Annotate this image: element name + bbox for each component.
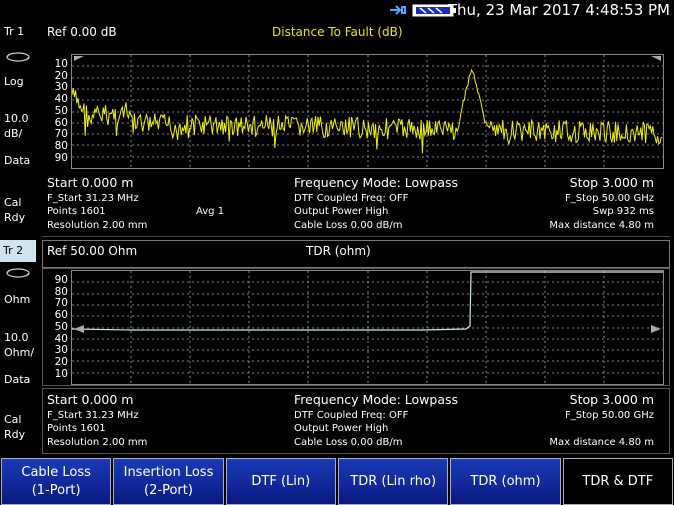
y-tick-label: 30 — [54, 81, 68, 94]
status-bar: Thu, 23 Mar 2017 4:48:53 PM — [0, 0, 674, 22]
button-label: Cable Loss — [21, 464, 91, 480]
trace1-f-stop: F_Stop 50.00 GHz — [565, 193, 654, 204]
tdr-ohm-button[interactable]: TDR (ohm) — [450, 458, 561, 505]
trace-selector-icon[interactable] — [4, 50, 32, 64]
insertion-loss-button[interactable]: Insertion Loss (2-Port) — [113, 458, 224, 505]
button-label: DTF (Lin) — [251, 473, 311, 489]
trace2-start: Start 0.000 m — [47, 392, 134, 407]
dtf-lin-button[interactable]: DTF (Lin) — [225, 458, 336, 505]
y-tick-label: 10 — [54, 58, 68, 70]
trace2-ref: Ref 50.00 Ohm — [47, 244, 138, 258]
trace2-dtf-coupled: DTF Coupled Freq: OFF — [294, 410, 409, 421]
trace2-max-distance: Max distance 4.80 m — [549, 437, 654, 448]
button-label: Insertion Loss — [123, 464, 214, 480]
trace2-line — [72, 271, 663, 331]
trace1-ref: Ref 0.00 dB — [47, 25, 117, 39]
trace2-resolution: Resolution 2.00 mm — [47, 437, 148, 448]
corner-marker — [651, 56, 661, 61]
corner-marker — [74, 56, 84, 61]
tdr-dtf-button[interactable]: TDR & DTF — [562, 458, 673, 505]
y-tick-label: 10 — [54, 367, 68, 380]
trace1-avg: Avg 1 — [196, 206, 225, 217]
y-tick-label: 70 — [54, 297, 68, 310]
trace1-plot[interactable] — [71, 54, 664, 169]
cable-loss-button[interactable]: Cable Loss (1-Port) — [1, 458, 112, 505]
y-tick-label: 70 — [54, 128, 68, 141]
button-label: TDR (Lin rho) — [350, 473, 437, 489]
ref-marker — [651, 325, 661, 333]
y-tick-label: 60 — [54, 116, 68, 129]
trace2-header — [42, 240, 670, 268]
button-label: TDR (ohm) — [470, 473, 541, 489]
divider — [42, 236, 670, 237]
trace2-mode: Frequency Mode: Lowpass — [294, 392, 459, 407]
trace2-stop: Stop 3.000 m — [569, 392, 654, 407]
y-tick-label: 80 — [54, 139, 68, 152]
y-tick-label: 90 — [54, 151, 68, 164]
trace2-cal: Cal — [4, 413, 22, 426]
y-tick-label: 50 — [54, 104, 68, 117]
trace1-cable-loss: Cable Loss 0.00 dB/m — [294, 220, 403, 231]
trace1-rdy: Rdy — [4, 211, 26, 224]
usb-icon — [390, 5, 406, 15]
trace2-scale-type: Ohm — [4, 293, 31, 306]
button-label: TDR & DTF — [582, 473, 654, 489]
battery-icon — [412, 4, 456, 17]
y-tick-label: 90 — [54, 274, 68, 286]
button-sublabel: (1-Port) — [31, 482, 81, 498]
trace1-mode: Frequency Mode: Lowpass — [294, 175, 459, 190]
tdr-lin-rho-button[interactable]: TDR (Lin rho) — [337, 458, 449, 505]
trace1-output-power: Output Power High — [294, 206, 389, 217]
y-tick-label: 40 — [54, 332, 68, 345]
trace1-stop: Stop 3.000 m — [569, 175, 654, 190]
trace2-cable-loss: Cable Loss 0.00 dB/m — [294, 437, 403, 448]
trace2-output-power: Output Power High — [294, 423, 389, 434]
trace2-scale-unit: Ohm/ — [4, 346, 35, 359]
y-tick-label: 20 — [54, 355, 68, 368]
trace2-info-panel — [42, 388, 670, 454]
trace1-scale-type: Log — [4, 75, 24, 88]
trace2-f-start: F_Start 31.23 MHz — [47, 410, 139, 421]
softkey-bar: Cable Loss (1-Port) Insertion Loss (2-Port… — [0, 458, 674, 505]
trace1-max-distance: Max distance 4.80 m — [549, 220, 654, 231]
trace1-data-label: Data — [4, 154, 31, 167]
trace1-f-start: F_Start 31.23 MHz — [47, 193, 139, 204]
trace1-line — [72, 68, 663, 154]
y-tick-label: 60 — [54, 309, 68, 322]
trace1-scale-unit: dB/ — [4, 127, 23, 140]
trace2-scale-value: 10.0 — [4, 331, 29, 344]
trace1-sweep-time: Swp 932 ms — [592, 206, 654, 217]
ref-marker — [74, 325, 84, 333]
clock: Thu, 23 Mar 2017 4:48:53 PM — [447, 1, 670, 19]
y-tick-label: 30 — [54, 344, 68, 357]
trace1-title: Distance To Fault (dB) — [272, 25, 403, 39]
trace1-scale-value: 10.0 — [4, 112, 29, 125]
trace2-f-stop: F_Stop 50.00 GHz — [565, 410, 654, 421]
trace2-label-box[interactable]: Tr 2 — [0, 240, 36, 262]
button-sublabel: (2-Port) — [144, 482, 193, 498]
trace1-start: Start 0.000 m — [47, 175, 134, 190]
trace1-dtf-coupled: DTF Coupled Freq: OFF — [294, 193, 409, 204]
trace2-rdy: Rdy — [4, 428, 26, 441]
trace2-label[interactable]: Tr 2 — [3, 244, 24, 257]
y-tick-label: 80 — [54, 285, 68, 298]
y-tick-label: 20 — [54, 69, 68, 82]
trace-selector-icon[interactable] — [4, 266, 32, 280]
trace1-points: Points 1601 — [47, 206, 106, 217]
trace2-plot[interactable] — [71, 270, 664, 385]
y-tick-label: 50 — [54, 320, 68, 333]
trace1-resolution: Resolution 2.00 mm — [47, 220, 148, 231]
trace2-points: Points 1601 — [47, 423, 106, 434]
trace1-label[interactable]: Tr 1 — [4, 25, 25, 38]
trace2-data-label: Data — [4, 373, 31, 386]
trace2-title: TDR (ohm) — [306, 244, 371, 258]
trace1-cal: Cal — [4, 196, 22, 209]
y-tick-label: 40 — [54, 93, 68, 106]
